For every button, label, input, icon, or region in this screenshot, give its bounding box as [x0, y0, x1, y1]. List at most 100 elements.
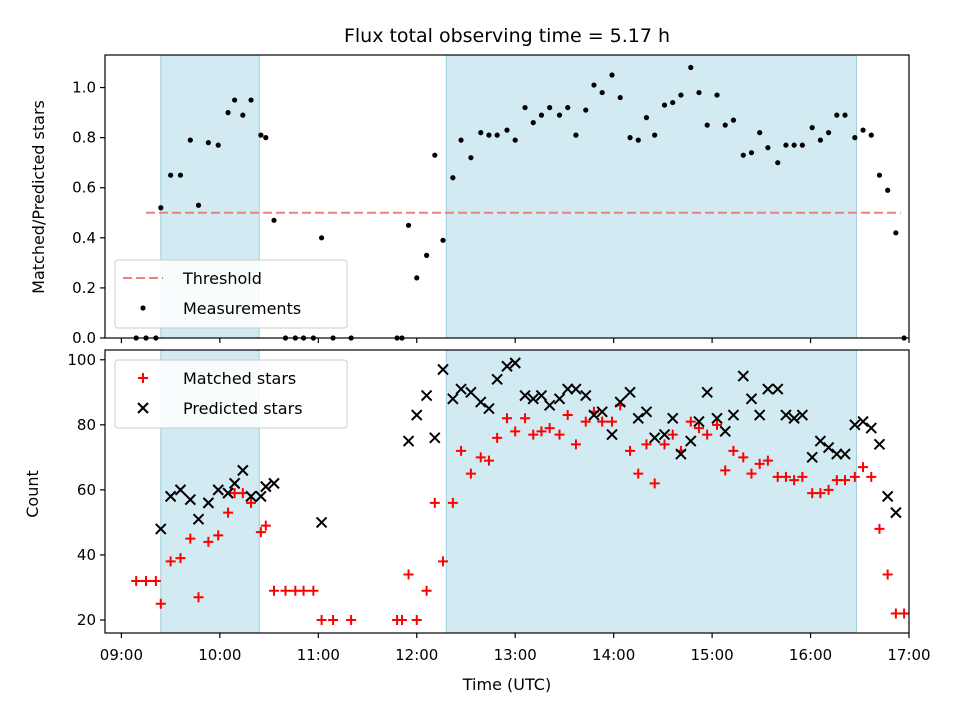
predicted-star-point — [553, 393, 566, 405]
predicted-star-point — [648, 432, 661, 444]
matched-star-point — [693, 423, 704, 434]
matched-star-point — [780, 471, 791, 482]
matched-star-point — [255, 527, 266, 538]
predicted-star-point — [685, 435, 697, 447]
measurement-point — [868, 132, 874, 138]
predicted-star-point — [268, 477, 280, 490]
predicted-star-point — [519, 389, 531, 402]
predicted-star-point — [155, 523, 167, 535]
matched-star-point — [649, 478, 660, 489]
matched-star-point — [554, 429, 565, 440]
matched-star-point — [492, 432, 503, 443]
x-tick-label: 16:00 — [789, 646, 832, 664]
measurement-point — [565, 104, 571, 111]
predicted-star-point — [857, 415, 869, 428]
measurement-point — [258, 132, 264, 138]
predicted-star-point — [222, 487, 234, 499]
x-tick-label: 09:00 — [100, 646, 143, 664]
plot-frame — [104, 54, 910, 339]
matched-star-point — [570, 439, 581, 450]
matched-star-point — [544, 423, 555, 434]
predicted-star-point — [711, 412, 723, 425]
matched-star-point — [141, 575, 152, 586]
matched-star-point — [762, 455, 773, 466]
matched-star-point — [438, 556, 449, 567]
measurement-point — [187, 137, 193, 143]
predicted-star-point — [447, 393, 459, 405]
predicted-star-point — [455, 383, 467, 395]
matched-star-point — [685, 416, 696, 427]
measurement-point — [432, 152, 438, 158]
matched-star-point — [150, 575, 161, 586]
measurement-point — [809, 125, 815, 131]
measurement-point — [263, 135, 269, 141]
matched-star-point — [754, 458, 765, 469]
matched-star-point — [536, 426, 547, 437]
matched-star-point — [510, 426, 521, 437]
predicted-star-point — [658, 428, 671, 441]
matched-star-point — [849, 471, 860, 482]
predicted-star-point — [772, 383, 784, 395]
measurement-point — [775, 160, 781, 166]
measurement-point — [643, 115, 650, 121]
x-axis-label: Time (UTC) — [462, 675, 551, 694]
measurement-point — [556, 112, 563, 118]
measurement-point — [704, 122, 710, 128]
measurement-point — [757, 130, 763, 136]
x-tick-label: 10:00 — [198, 646, 241, 664]
predicted-star-point — [588, 409, 600, 421]
predicted-star-point — [483, 402, 495, 415]
plot-frame — [104, 349, 910, 634]
matched-star-point — [789, 475, 800, 486]
top-plot-panel: 0.0 0.2 0.4 0.6 0.8 1.0 Threshold Measurements — [72, 54, 910, 347]
predicted-star-point — [806, 451, 818, 464]
predicted-star-point — [822, 441, 835, 454]
matched-star-point — [728, 445, 739, 456]
measurement-point — [573, 132, 579, 138]
measurement-point — [696, 89, 702, 96]
predicted-star-point — [535, 389, 548, 402]
predicted-star-point — [788, 412, 800, 425]
measurement-point — [478, 130, 484, 136]
chart-title: Flux total observing time = 5.17 h — [344, 25, 670, 47]
legend-label: Threshold — [182, 269, 262, 288]
matched-star-point — [597, 416, 608, 427]
matched-star-point — [720, 465, 731, 476]
legend-predicted-swatch — [137, 402, 149, 414]
measurement-point — [748, 150, 755, 156]
y-tick-label: 0.8 — [72, 129, 96, 147]
y-tick-label: 100 — [67, 351, 96, 369]
measurement-point — [512, 137, 518, 143]
measurement-point — [504, 127, 510, 133]
measurement-point — [817, 137, 823, 143]
predicted-star-point — [580, 389, 592, 402]
predicted-star-point — [624, 386, 636, 398]
x-tick-label: 13:00 — [494, 646, 537, 664]
measurement-point — [893, 230, 899, 236]
matched-star-point — [667, 429, 678, 440]
predicted-star-point — [632, 412, 644, 425]
predicted-star-point — [831, 448, 843, 460]
measurement-point — [450, 175, 456, 181]
measurement-point — [530, 120, 536, 126]
x-tick-label: 12:00 — [395, 646, 438, 664]
matched-star-point — [328, 614, 339, 625]
predicted-star-point — [881, 490, 894, 503]
predicted-star-point — [701, 386, 713, 398]
x-tick-label: 17:00 — [887, 646, 930, 664]
measurement-point — [661, 102, 668, 108]
matched-star-point — [403, 569, 414, 580]
measurement-point — [627, 135, 633, 141]
measurement-point — [486, 132, 492, 138]
matched-star-point — [260, 520, 271, 531]
measurement-point — [591, 82, 597, 88]
measurement-point — [783, 142, 789, 148]
matched-star-point — [246, 497, 257, 508]
measurement-point — [670, 99, 676, 106]
predicted-star-point — [762, 383, 774, 395]
matched-star-point — [175, 553, 186, 564]
measurement-point — [205, 140, 211, 146]
observing-window-shade — [445, 349, 857, 634]
predicted-star-point — [727, 409, 740, 421]
